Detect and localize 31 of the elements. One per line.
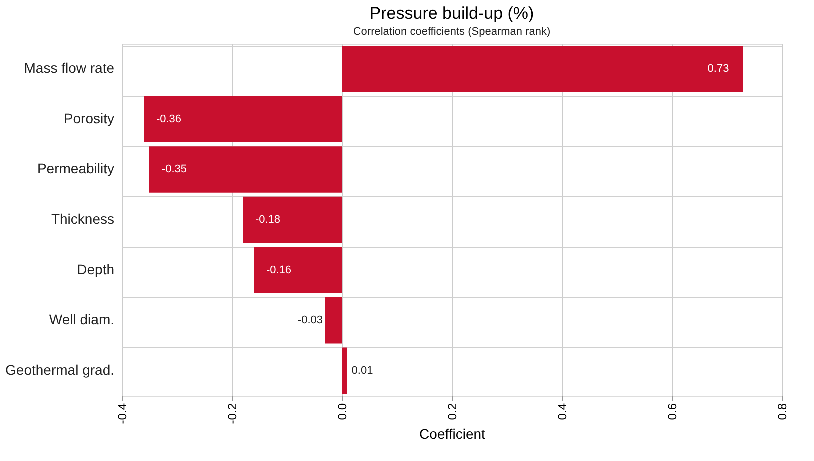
bar	[243, 196, 342, 244]
x-tick-label: 0.4	[556, 403, 570, 420]
x-tick-label: 0.8	[776, 403, 790, 420]
x-axis-title: Coefficient	[420, 426, 486, 442]
data-label: -0.35	[162, 164, 188, 176]
data-label: 0.01	[352, 364, 374, 377]
x-tick-label: -0.4	[116, 403, 130, 424]
data-label: 0.73	[708, 63, 730, 76]
x-tick-label: 0.2	[446, 403, 460, 420]
bar	[326, 297, 342, 344]
chart-title: Pressure build-up (%)	[370, 4, 534, 23]
bar	[150, 146, 342, 193]
x-tick-label: 0.0	[336, 403, 350, 420]
y-tick-label: Thickness	[51, 211, 114, 227]
data-label: -0.16	[266, 264, 292, 276]
y-tick-label: Geothermal grad.	[6, 362, 114, 378]
x-tick-label: -0.2	[226, 403, 240, 424]
data-label: -0.03	[298, 314, 324, 327]
bar	[254, 247, 342, 294]
y-tick-label: Porosity	[64, 110, 114, 126]
bar	[144, 96, 342, 143]
chart-subtitle: Correlation coefficients (Spearman rank)	[353, 26, 551, 38]
bar	[342, 46, 744, 92]
y-tick-label: Well diam.	[49, 312, 114, 328]
data-label: -0.36	[156, 113, 182, 126]
x-tick-label: 0.6	[666, 403, 680, 420]
y-tick-label: Depth	[77, 261, 114, 278]
y-tick-label: Mass flow rate	[24, 60, 115, 76]
bar	[342, 348, 348, 394]
y-tick-label: Permeability	[37, 160, 114, 177]
data-label: -0.18	[255, 214, 281, 226]
